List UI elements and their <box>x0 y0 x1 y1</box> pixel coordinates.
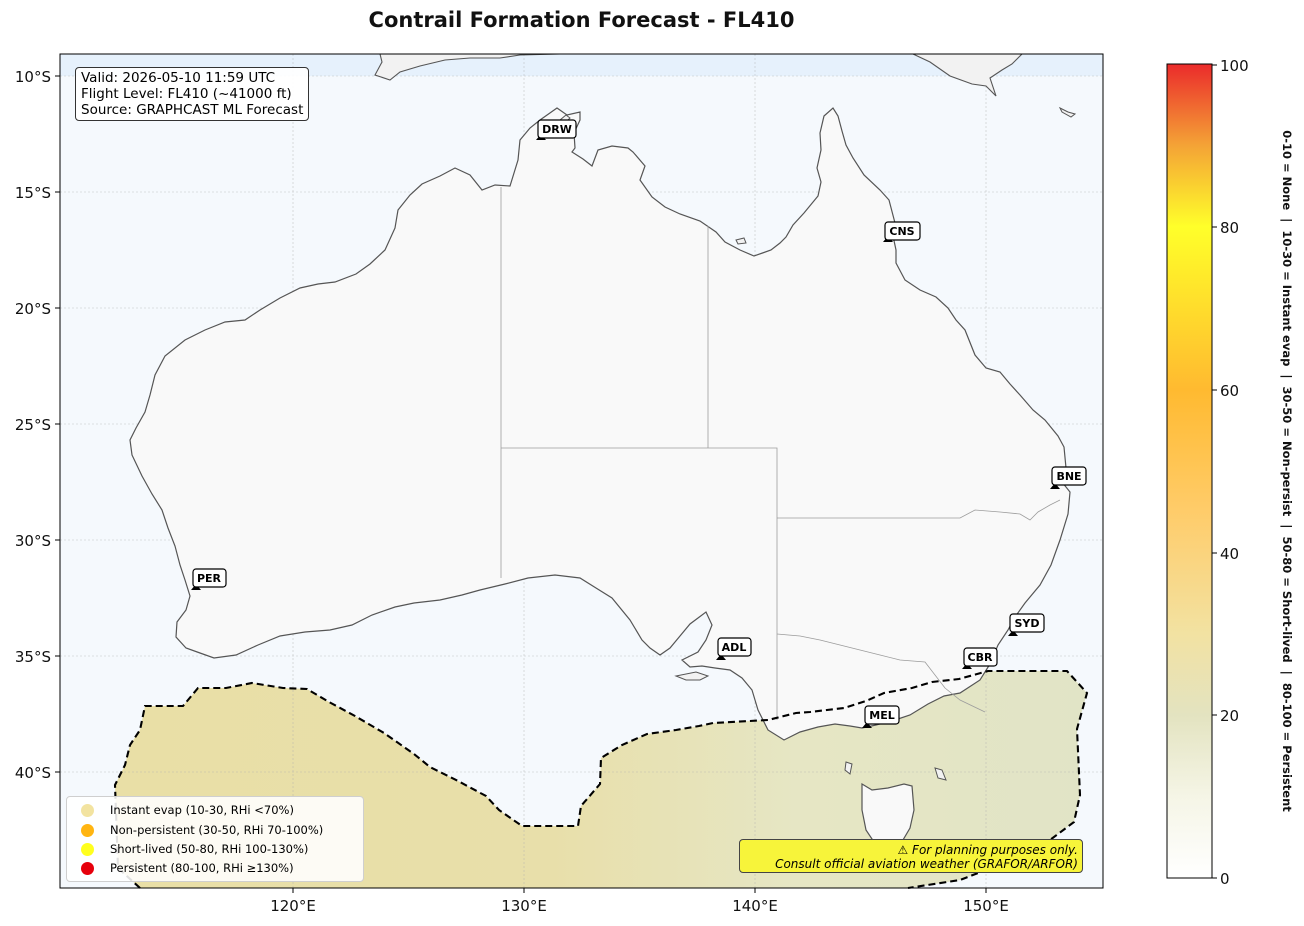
flight-level: Flight Level: FL410 (~41000 ft) <box>81 86 292 102</box>
colorbar-tick-label: 0 <box>1220 870 1230 888</box>
latitude-labels: 10°S 15°S 20°S 25°S 30°S 35°S 40°S <box>15 68 51 782</box>
new-guinea-landmass <box>912 54 1023 97</box>
lat-tick-label: 10°S <box>15 68 51 86</box>
forecast-source: Source: GRAPHCAST ML Forecast <box>81 102 304 118</box>
legend-label: Non-persistent (30-50, RHi 70-100%) <box>110 823 324 837</box>
city-label: BNE <box>1056 470 1081 483</box>
legend-label: Persistent (80-100, RHi ≥130%) <box>110 861 294 875</box>
city-marker-adl: ADL <box>716 637 752 660</box>
australia-landmass <box>129 107 1071 741</box>
disclaimer-box: ⚠ For planning purposes only. Consult of… <box>739 839 1083 873</box>
png-landmass <box>374 54 561 81</box>
lat-tick-label: 20°S <box>15 300 51 318</box>
lon-tick-label: 130°E <box>501 897 547 915</box>
legend-item: Short-lived (50-80, RHi 100-130%) <box>81 840 308 858</box>
axis-ticks <box>55 75 987 893</box>
colorbar-tick-label: 100 <box>1220 57 1249 75</box>
forecast-info-box: Valid: 2026-05-10 11:59 UTC Flight Level… <box>75 67 310 121</box>
map-title: Contrail Formation Forecast - FL410 <box>368 8 795 32</box>
city-marker-per: PER <box>191 568 227 590</box>
lon-tick-label: 120°E <box>270 897 316 915</box>
state-borders <box>500 187 1061 720</box>
tasmania-landmass <box>861 782 915 853</box>
city-marker-cns: CNS <box>883 221 921 242</box>
lon-tick-label: 140°E <box>732 897 778 915</box>
legend-label: Short-lived (50-80, RHi 100-130%) <box>110 842 309 856</box>
lat-tick-label: 40°S <box>15 764 51 782</box>
legend-item: Non-persistent (30-50, RHi 70-100%) <box>81 821 323 839</box>
city-label: MEL <box>869 709 894 722</box>
lat-tick-label: 35°S <box>15 648 51 666</box>
disclaimer-line-2: Consult official aviation weather (GRAFO… <box>775 857 1078 871</box>
legend-swatch <box>81 842 94 856</box>
colorbar: 0 20 40 60 80 100 0-10 = None | 10-30 = … <box>1166 57 1294 888</box>
legend-item: Instant evap (10-30, RHi <70%) <box>81 801 294 819</box>
city-label: CNS <box>889 225 914 238</box>
city-marker-cbr: CBR <box>962 647 998 669</box>
legend-swatch <box>81 823 94 837</box>
legend-item: Persistent (80-100, RHi ≥130%) <box>81 859 294 877</box>
lon-tick-label: 150°E <box>963 897 1009 915</box>
colorbar-tick-label: 80 <box>1220 219 1239 237</box>
city-label: ADL <box>722 641 747 654</box>
contrail-zone-boundary <box>113 669 1089 890</box>
legend-swatch <box>81 803 94 817</box>
disclaimer-line-1: ⚠ For planning purposes only. <box>897 843 1078 857</box>
ocean-north-band <box>60 54 1103 76</box>
city-label: DRW <box>542 123 572 136</box>
plot-frame <box>59 53 1104 889</box>
city-label: CBR <box>968 651 993 664</box>
city-marker-mel: MEL <box>862 705 900 728</box>
valid-time: Valid: 2026-05-10 11:59 UTC <box>81 70 276 86</box>
colorbar-tick-label: 60 <box>1220 382 1239 400</box>
city-marker-syd: SYD <box>1008 613 1045 636</box>
city-markers: DRW CNS BNE PER SYD ADL <box>191 119 1087 728</box>
legend: Instant evap (10-30, RHi <70%) Non-persi… <box>66 796 364 882</box>
legend-label: Instant evap (10-30, RHi <70%) <box>110 803 294 817</box>
lat-tick-label: 15°S <box>15 184 51 202</box>
city-marker-bne: BNE <box>1050 466 1087 489</box>
lat-tick-label: 25°S <box>15 416 51 434</box>
city-marker-drw: DRW <box>536 119 577 140</box>
colorbar-tick-label: 40 <box>1220 545 1239 563</box>
colorbar-tick-label: 20 <box>1220 707 1239 725</box>
longitude-labels: 120°E 130°E 140°E 150°E <box>270 897 1009 915</box>
lat-tick-label: 30°S <box>15 532 51 550</box>
legend-swatch <box>81 861 94 875</box>
city-label: PER <box>197 572 222 585</box>
city-label: SYD <box>1014 617 1039 630</box>
colorbar-category-label: 0-10 = None | 10-30 = Instant evap | 30-… <box>1280 130 1294 812</box>
